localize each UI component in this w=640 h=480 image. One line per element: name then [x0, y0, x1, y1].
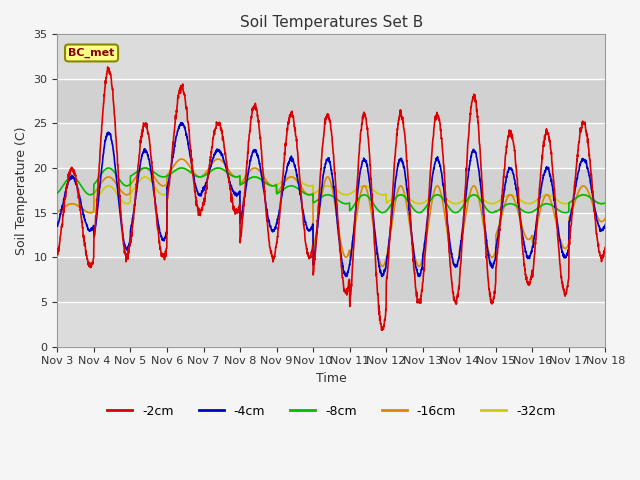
- -8cm: [491, 209, 499, 215]
- -32cm: [207, 168, 214, 174]
- -16cm: [491, 250, 499, 256]
- Bar: [58, 257, 605, 302]
- -8cm: [360, 192, 367, 198]
- -16cm: [602, 216, 609, 221]
- -4cm: [207, 163, 214, 169]
- -32cm: [491, 200, 499, 206]
- -32cm: [602, 200, 609, 206]
- Text: BC_met: BC_met: [68, 48, 115, 58]
- Line: -2cm: -2cm: [58, 67, 605, 330]
- -2cm: [207, 154, 214, 159]
- -16cm: [554, 225, 561, 231]
- -4cm: [177, 120, 184, 126]
- X-axis label: Time: Time: [316, 372, 347, 385]
- -4cm: [54, 223, 61, 229]
- Legend: -2cm, -4cm, -8cm, -16cm, -32cm: -2cm, -4cm, -8cm, -16cm, -32cm: [102, 400, 561, 423]
- -16cm: [54, 209, 61, 215]
- -2cm: [54, 251, 61, 257]
- -4cm: [491, 258, 499, 264]
- -8cm: [206, 168, 214, 174]
- -16cm: [379, 264, 387, 269]
- -2cm: [360, 115, 367, 121]
- -16cm: [206, 163, 214, 169]
- -4cm: [569, 203, 577, 209]
- Bar: [58, 79, 605, 123]
- -8cm: [214, 165, 222, 171]
- -32cm: [569, 198, 577, 204]
- -4cm: [348, 250, 355, 255]
- -32cm: [360, 183, 367, 189]
- -16cm: [348, 248, 355, 253]
- -2cm: [104, 64, 111, 70]
- -32cm: [54, 209, 61, 215]
- Line: -8cm: -8cm: [58, 168, 605, 213]
- -2cm: [569, 205, 577, 211]
- -32cm: [214, 165, 222, 171]
- -4cm: [602, 222, 609, 228]
- -4cm: [360, 158, 367, 164]
- -32cm: [348, 190, 355, 196]
- -2cm: [602, 244, 609, 250]
- -2cm: [491, 288, 499, 294]
- -4cm: [378, 274, 386, 279]
- -8cm: [602, 200, 609, 206]
- Y-axis label: Soil Temperature (C): Soil Temperature (C): [15, 126, 28, 254]
- -32cm: [554, 197, 561, 203]
- -16cm: [360, 184, 367, 190]
- -8cm: [348, 206, 355, 212]
- -8cm: [554, 206, 561, 212]
- Bar: [58, 168, 605, 213]
- Title: Soil Temperatures Set B: Soil Temperatures Set B: [240, 15, 423, 30]
- -16cm: [214, 156, 222, 162]
- Line: -32cm: -32cm: [58, 168, 605, 213]
- Line: -16cm: -16cm: [58, 159, 605, 266]
- -2cm: [554, 226, 561, 232]
- -8cm: [54, 190, 61, 196]
- -4cm: [554, 220, 561, 226]
- -8cm: [379, 210, 387, 216]
- -2cm: [378, 327, 385, 333]
- -2cm: [348, 281, 355, 287]
- Line: -4cm: -4cm: [58, 123, 605, 276]
- -32cm: [86, 210, 94, 216]
- -16cm: [569, 206, 577, 212]
- -8cm: [569, 198, 577, 204]
